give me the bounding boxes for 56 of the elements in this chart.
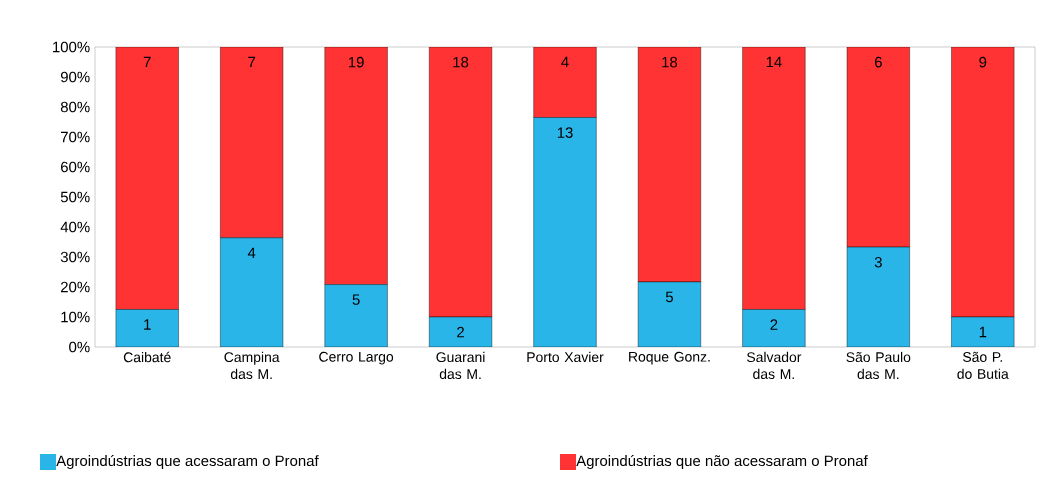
y-tick-label: 100%	[53, 41, 90, 53]
annotation: 13	[557, 127, 573, 138]
bar	[115, 309, 179, 347]
annotation: 6	[874, 56, 882, 68]
bar	[324, 47, 388, 285]
y-tick-label: 60%	[61, 161, 90, 173]
x-tick-label: São Paulo das M.	[846, 351, 911, 380]
x-tick-label: Roque Gonz.	[629, 351, 710, 365]
annotation: 4	[561, 56, 569, 68]
x-tick-label: Guarani das M.	[436, 351, 485, 380]
bar	[846, 246, 910, 347]
x-tick-label: Salvador das M.	[747, 351, 802, 380]
bar	[637, 281, 701, 347]
legend-label: Agroindústrias que não acessaram o Pronaf	[576, 454, 868, 470]
bar	[324, 284, 388, 347]
x-tick-label: São P. do Butia	[957, 351, 1009, 379]
y-tick-label: 50%	[60, 191, 90, 203]
y-tick-label: 30%	[60, 251, 90, 263]
y-tick-label: 80%	[60, 101, 90, 113]
legend-label: Agroindústrias que acessaram o Pronaf	[56, 454, 319, 470]
bar	[846, 47, 910, 248]
annotation: 9	[979, 56, 987, 68]
annotation: 1	[979, 326, 987, 338]
bar	[220, 237, 284, 347]
x-tick-label: Porto Xavier	[527, 351, 604, 363]
annotation: 18	[453, 56, 469, 68]
annotation: 5	[352, 294, 360, 305]
y-tick-label: 0%	[69, 341, 90, 353]
bar	[429, 47, 493, 318]
annotation: 2	[457, 326, 464, 338]
annotation: 18	[662, 56, 678, 68]
annotation: 1	[144, 319, 151, 330]
bar	[742, 47, 806, 310]
bar	[533, 47, 597, 118]
annotation: 3	[874, 256, 882, 268]
bar	[637, 47, 701, 283]
bar	[220, 47, 284, 238]
bar	[742, 309, 806, 347]
annotation: 4	[247, 247, 256, 258]
y-tick-label: 90%	[60, 71, 90, 83]
y-tick-label: 40%	[60, 221, 90, 233]
bar	[115, 47, 179, 310]
annotation: 7	[143, 56, 151, 68]
annotation: 5	[665, 291, 673, 303]
x-tick-label: Cerro Largo	[319, 351, 394, 365]
y-tick-label: 70%	[61, 131, 90, 143]
y-tick-label: 10%	[61, 311, 90, 323]
x-tick-label: Caibaté	[123, 351, 171, 363]
annotation: 7	[248, 56, 256, 68]
annotation: 14	[766, 56, 782, 68]
annotation: 19	[348, 56, 364, 68]
bar	[951, 47, 1015, 318]
x-tick-label: Campina das M.	[224, 351, 280, 380]
bar	[533, 117, 597, 347]
annotation: 2	[770, 319, 778, 330]
y-tick-label: 20%	[60, 281, 90, 293]
